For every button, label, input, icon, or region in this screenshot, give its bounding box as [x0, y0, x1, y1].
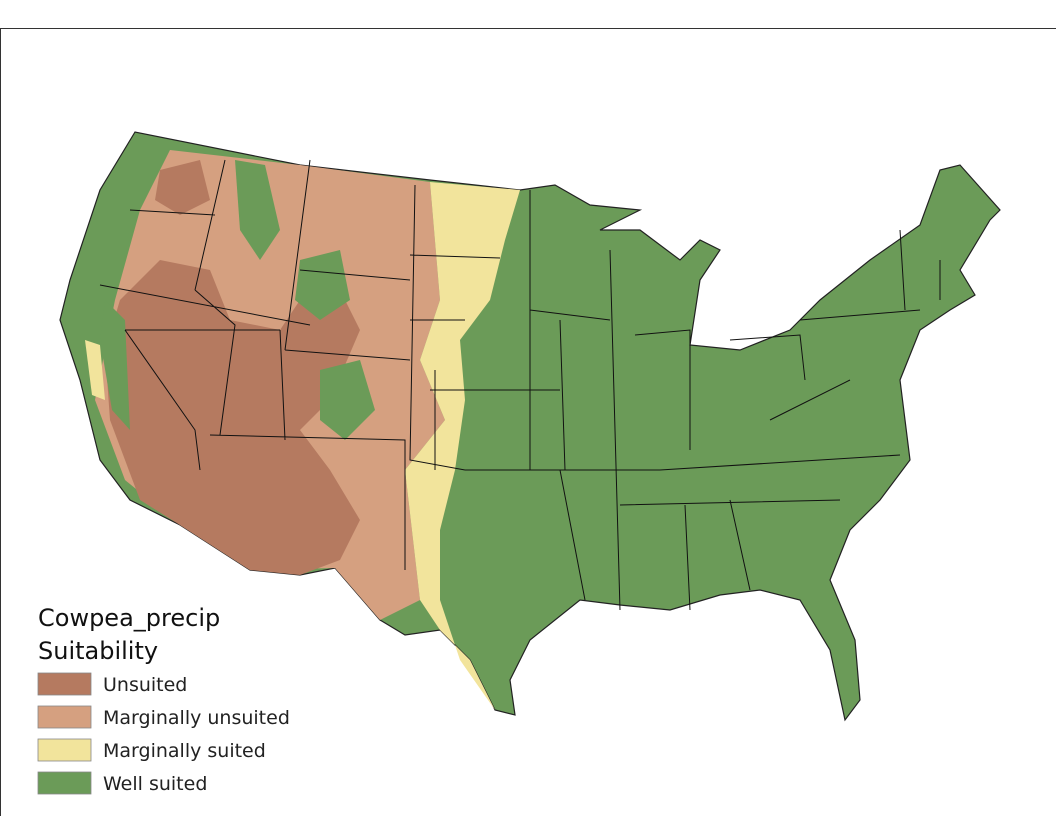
well-suited-patch: [320, 360, 375, 440]
legend-title: Cowpea_precip: [38, 604, 220, 632]
legend-swatch: [37, 771, 92, 795]
legend-label: Well suited: [103, 773, 207, 795]
marginally-suited-area: [405, 182, 520, 710]
well-suited-patch: [295, 250, 350, 320]
well-suited-patch: [235, 160, 280, 260]
well-suited-patch: [100, 300, 130, 430]
state-lines: [99, 159, 941, 611]
legend: Cowpea_precip Suitability Unsuited Margin…: [37, 604, 290, 795]
legend-label: Marginally suited: [103, 740, 266, 762]
map: [59, 131, 1001, 722]
marginally-suited-patch: [85, 340, 105, 400]
legend-swatch: [37, 738, 92, 762]
legend-swatch: [37, 705, 92, 729]
legend-swatch: [37, 672, 92, 696]
unsuited-area: [105, 260, 360, 575]
legend-label: Marginally unsuited: [103, 707, 290, 729]
unsuited-patch: [155, 160, 210, 215]
legend-label: Unsuited: [103, 674, 187, 696]
legend-title: Suitability: [38, 637, 158, 665]
